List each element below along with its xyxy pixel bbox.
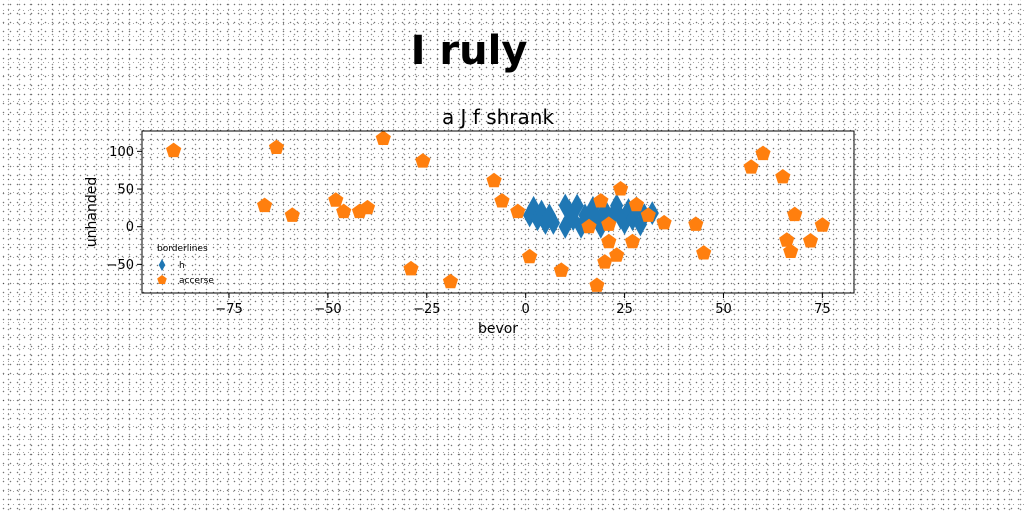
pentagon-point [522,248,538,264]
pentagon-point [640,207,656,222]
diamond-point [574,214,588,239]
pentagon-point [486,172,502,188]
diamond-point [614,205,628,230]
y-tick-label: 50 [117,183,134,198]
pentagon-point [442,273,459,289]
legend-label: accerse [179,276,214,286]
pentagon-point [597,254,613,269]
pentagon-point [755,145,771,161]
plot-area [166,130,830,292]
pentagon-point [359,199,376,215]
diamond-point [527,195,541,220]
diamond-point [617,210,632,235]
pentagon-point [328,192,344,207]
pentagon-point [743,159,759,174]
x-tick-label: −75 [215,302,242,317]
pentagon-point [613,181,629,196]
diamond-point [621,198,636,223]
pentagon-point [779,232,795,247]
pentagon-point [593,193,609,208]
plot-frame [141,130,855,294]
legend-entry-accerse: accerse [157,275,214,286]
pentagon-point [688,216,704,231]
diamond-point [594,214,608,239]
pentagon-point [268,139,285,154]
pentagon-point [166,142,182,158]
pentagon-point [601,216,617,231]
y-tick-label: −50 [107,258,134,273]
y-tick-label: 100 [109,145,134,160]
x-tick-label: 25 [616,302,633,317]
x-tick-label: −25 [413,302,440,317]
pentagon-point [783,243,799,258]
legend-label: h [179,261,185,271]
pentagon-point [375,130,391,145]
legend: borderlines h accerse [157,244,214,286]
diamond-point [570,193,584,218]
pentagon-point [814,217,830,232]
diamond-point [546,210,560,235]
pentagon-point [775,169,791,184]
y-axis: −50 0 50 100 [107,145,142,273]
pentagon-point [609,247,625,262]
legend-pentagon-marker [157,275,167,284]
x-tick-label: 0 [522,302,530,317]
pentagon-point [403,260,419,276]
x-tick-label: 50 [715,302,732,317]
y-axis-label: unhanded [84,177,100,247]
x-tick-label: 75 [814,302,831,317]
pentagon-point [624,233,641,249]
pentagon-point [589,277,605,292]
pentagon-point [802,233,819,248]
x-tick-label: −50 [314,302,341,317]
pentagon-point [336,203,352,219]
figure-title: I ruly [410,28,528,74]
diamond-point [530,207,545,232]
pentagon-point [581,218,597,234]
pentagon-point [284,207,300,222]
legend-title: borderlines [157,244,208,254]
pentagon-point [494,193,510,208]
x-axis-label: bevor [478,321,518,337]
legend-diamond-marker [158,259,166,271]
pentagon-point [553,262,569,277]
pentagon-point [787,206,803,222]
x-axis: −75 −50 −25 0 25 50 75 [215,293,831,317]
pentagon-point [510,203,526,219]
chart-subtitle: a J f shrank [442,105,555,129]
series-accerse [166,130,830,292]
pentagon-point [628,196,645,212]
legend-entry-h: h [158,259,185,271]
pentagon-point [415,153,431,168]
pentagon-point [696,245,712,260]
pentagon-point [257,197,273,213]
pentagon-point [601,233,617,249]
pentagon-point [656,214,672,230]
y-tick-label: 0 [126,220,134,235]
